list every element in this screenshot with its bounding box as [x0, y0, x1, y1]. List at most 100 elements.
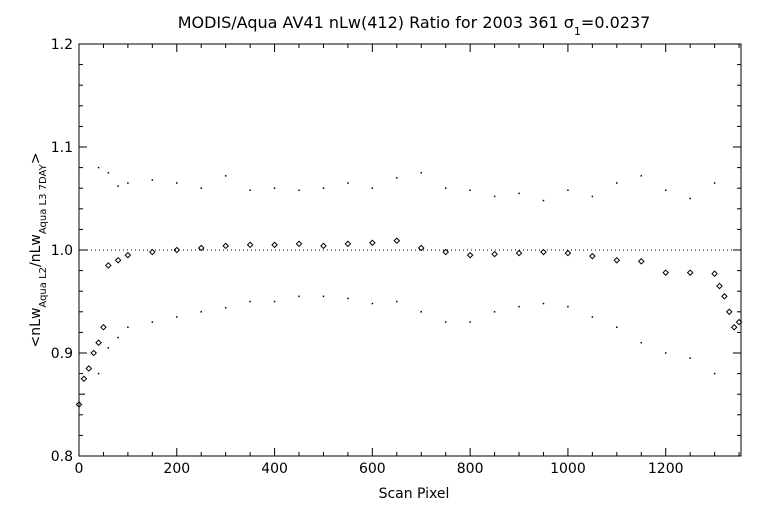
data-point-lower	[616, 326, 618, 328]
data-point-mean	[564, 249, 572, 257]
data-point-upper	[444, 187, 447, 189]
data-point-mean	[95, 339, 102, 347]
x-tick-label: 200	[163, 461, 190, 477]
data-point-mean	[711, 270, 718, 277]
data-point-mean	[85, 365, 93, 372]
y-tick-label: 1.1	[51, 140, 73, 156]
chart-title: MODIS/Aqua AV41 nLw(412) Ratio for 2003 …	[178, 13, 651, 38]
y-tick-label: 0.9	[51, 346, 73, 362]
data-point-upper	[420, 172, 422, 174]
data-point-upper	[347, 182, 349, 184]
data-point-upper	[273, 187, 276, 189]
data-point-mean	[716, 282, 723, 290]
y-tick-label: 1.0	[51, 243, 73, 259]
data-point-lower	[420, 311, 422, 313]
data-point-mean	[222, 242, 229, 250]
data-point-lower	[117, 336, 119, 339]
data-point-lower	[469, 321, 471, 323]
data-point-mean	[344, 240, 352, 248]
data-point-mean	[515, 249, 523, 257]
data-point-upper	[151, 179, 154, 181]
data-point-mean	[80, 375, 88, 383]
y-axis: 0.8 0.9 1.0 1.1 1.2	[51, 37, 741, 465]
data-point-upper	[107, 172, 110, 174]
y-tick-label: 1.2	[51, 37, 73, 53]
data-point-upper	[396, 177, 398, 179]
data-point-mean	[637, 258, 645, 265]
data-point-lower	[664, 352, 667, 354]
y-axis-label: <nLwAqua L2/nLwAqua L3 7DAY>	[28, 153, 49, 348]
data-point-mean	[466, 251, 474, 259]
data-point-mean	[491, 250, 498, 258]
data-point-mean	[442, 248, 449, 256]
data-point-mean	[90, 349, 97, 357]
data-point-mean	[173, 246, 181, 254]
data-point-upper	[518, 192, 520, 195]
data-point-lower	[107, 347, 110, 349]
data-point-lower	[151, 321, 154, 323]
data-point-lower	[176, 316, 178, 318]
data-point-lower	[249, 300, 251, 303]
x-tick-label: 400	[261, 461, 288, 477]
data-point-mean	[540, 248, 547, 256]
data-point-lower	[97, 372, 100, 375]
y-tick-label: 0.8	[51, 449, 73, 465]
data-point-lower	[640, 341, 643, 344]
data-point-mean	[114, 256, 122, 264]
data-point-mean	[246, 241, 254, 249]
data-point-upper	[200, 187, 202, 189]
data-point-lower	[493, 311, 496, 313]
data-point-lower	[591, 316, 594, 318]
data-point-mean	[613, 256, 621, 264]
data-point-mean	[417, 244, 425, 252]
data-point-mean	[149, 248, 156, 256]
data-point-lower	[444, 321, 447, 323]
data-point-lower	[371, 302, 374, 305]
data-point-lower	[273, 300, 276, 303]
data-point-upper	[117, 185, 119, 187]
data-point-mean	[662, 269, 670, 276]
x-tick-label: 800	[457, 461, 484, 477]
data-point-lower	[200, 311, 202, 313]
data-point-upper	[616, 182, 618, 184]
data-point-upper	[322, 187, 325, 189]
data-point-upper	[713, 182, 716, 184]
data-point-lower	[298, 295, 300, 298]
series-layer	[75, 166, 743, 408]
data-point-mean	[295, 240, 303, 248]
data-point-upper	[371, 187, 374, 189]
x-tick-label: 600	[359, 461, 386, 477]
data-point-upper	[567, 189, 569, 192]
data-point-mean	[369, 239, 376, 247]
data-point-mean	[271, 241, 278, 249]
x-axis: 0 200 400 600 800 1000 1200	[75, 44, 740, 477]
data-point-mean	[721, 293, 728, 300]
data-point-upper	[127, 182, 129, 184]
data-point-mean	[197, 244, 205, 252]
data-point-mean	[105, 262, 112, 269]
data-point-lower	[396, 300, 398, 303]
data-point-lower	[83, 393, 85, 395]
data-point-lower	[518, 305, 520, 308]
x-tick-label: 1000	[550, 461, 586, 477]
data-point-upper	[97, 166, 100, 169]
data-point-lower	[713, 372, 716, 375]
data-point-upper	[591, 195, 594, 198]
data-point-upper	[298, 189, 300, 192]
data-point-upper	[493, 195, 496, 198]
data-point-lower	[689, 357, 691, 359]
data-point-mean	[393, 237, 401, 245]
data-point-lower	[322, 295, 325, 298]
data-point-mean	[725, 308, 733, 316]
data-point-mean	[75, 401, 83, 408]
data-point-upper	[469, 189, 471, 192]
data-point-upper	[542, 199, 545, 202]
data-point-lower	[567, 305, 569, 308]
data-point-upper	[249, 189, 251, 192]
data-point-lower	[127, 326, 129, 328]
data-point-mean	[124, 251, 132, 259]
data-point-mean	[589, 252, 596, 260]
plot-frame	[78, 43, 742, 457]
